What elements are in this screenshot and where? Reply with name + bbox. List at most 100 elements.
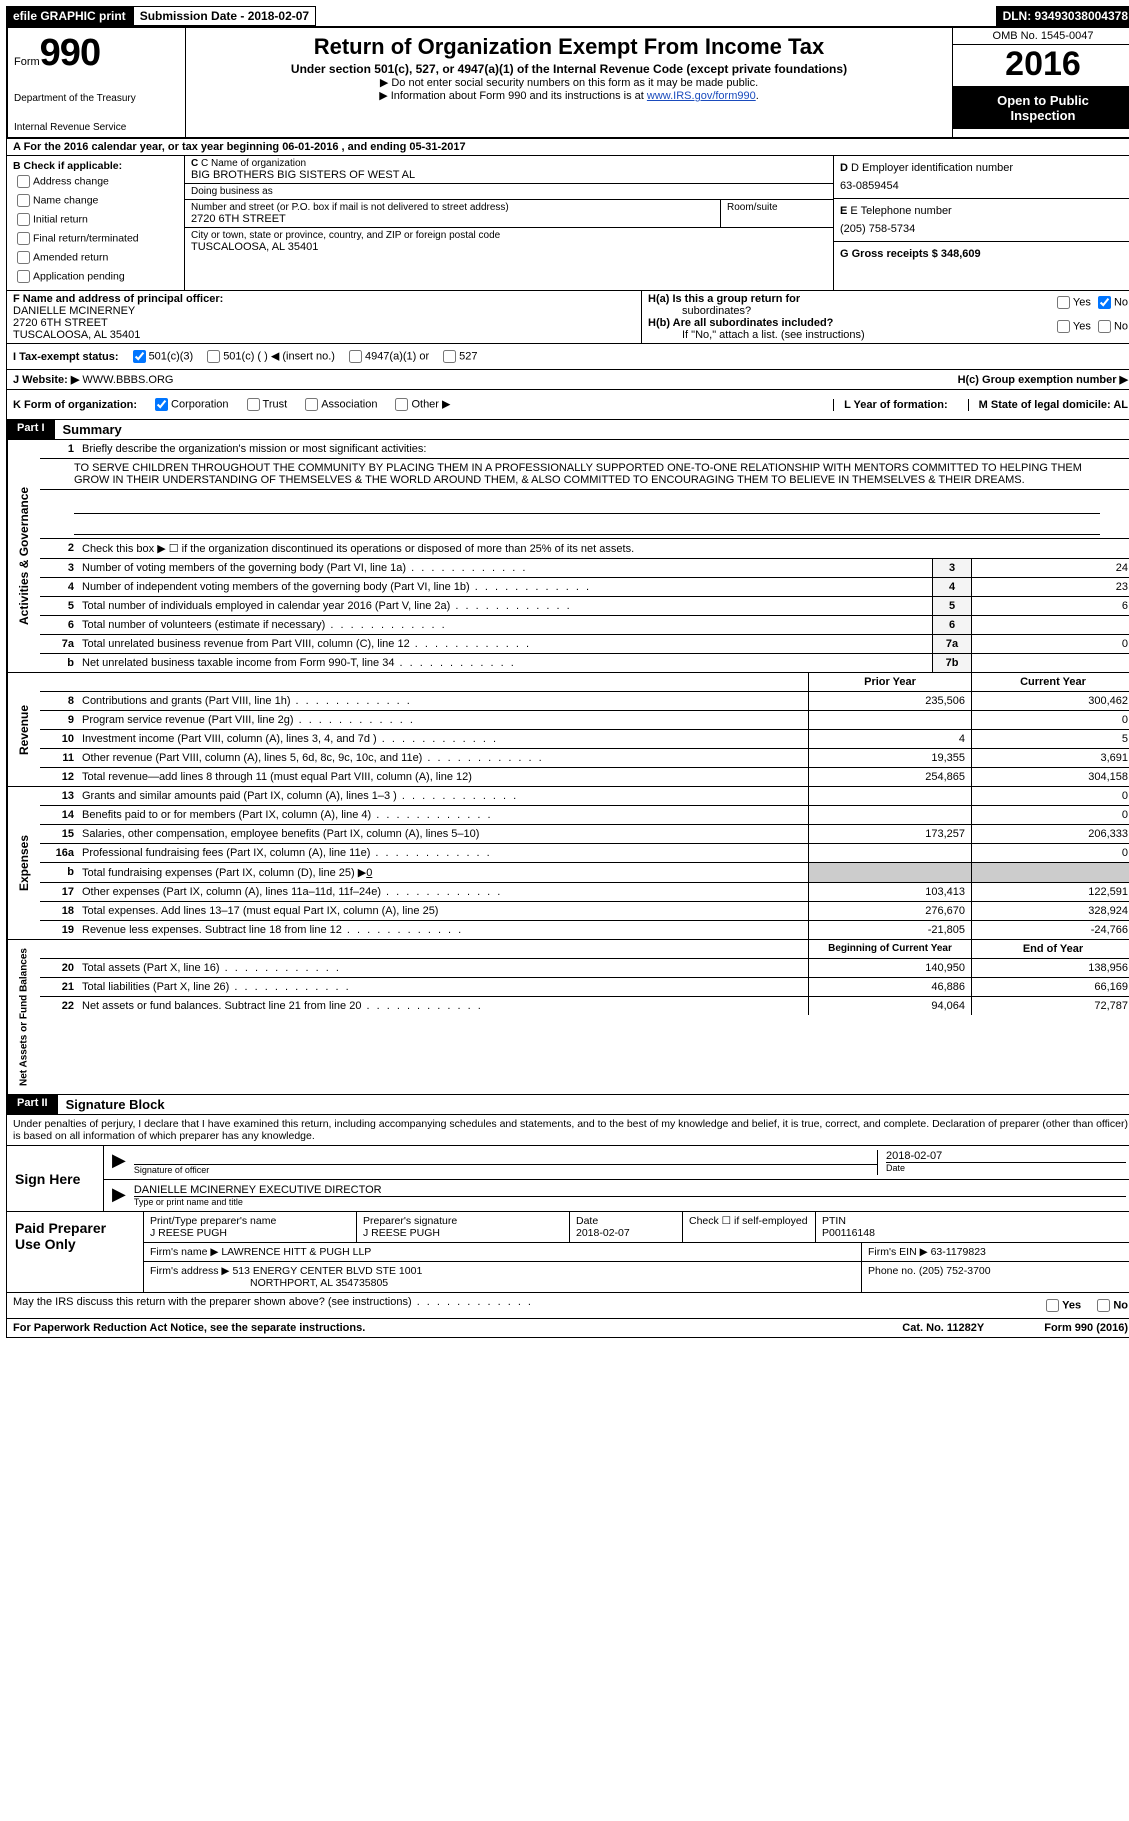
firm-ein-lbl: Firm's EIN ▶ (868, 1246, 928, 1258)
chk-527[interactable] (443, 350, 456, 363)
side-revenue: Revenue (7, 673, 40, 786)
hdr-curr: Current Year (971, 673, 1129, 691)
firm-addr2: NORTHPORT, AL 354735805 (250, 1277, 388, 1289)
l21: Total liabilities (Part X, line 26) (78, 978, 808, 996)
p14 (808, 806, 971, 824)
l8: Contributions and grants (Part VIII, lin… (78, 692, 808, 710)
l7b: Net unrelated business taxable income fr… (78, 654, 932, 672)
spacer (316, 6, 995, 26)
e-label: E E Telephone number (840, 205, 1128, 217)
dln: DLN: 93493038004378 (996, 6, 1129, 26)
ha-yes[interactable] (1057, 296, 1070, 309)
opt-pending: Application pending (13, 267, 178, 286)
form990-link[interactable]: www.IRS.gov/form990 (647, 90, 756, 102)
p13 (808, 787, 971, 805)
chk-other[interactable] (395, 398, 408, 411)
c16a: 0 (971, 844, 1129, 862)
part2-header: Part II Signature Block (6, 1095, 1129, 1115)
note-info: ▶ Information about Form 990 and its ins… (192, 89, 946, 102)
part2-title: Signature Block (58, 1095, 1129, 1114)
firm-addr-lbl: Firm's address ▶ (150, 1265, 230, 1277)
c-label: C C Name of organization (191, 158, 827, 169)
c12: 304,158 (971, 768, 1129, 786)
l7a: Total unrelated business revenue from Pa… (78, 635, 932, 653)
opt-amended: Amended return (13, 248, 178, 267)
org-name: BIG BROTHERS BIG SISTERS OF WEST AL (191, 169, 827, 181)
chk-trust[interactable] (247, 398, 260, 411)
efile-label: efile GRAPHIC print (6, 6, 133, 26)
chk-pending[interactable] (17, 270, 30, 283)
website: WWW.BBBS.ORG (82, 374, 173, 386)
ein-value: 63-0859454 (840, 180, 1128, 192)
opt-final-return: Final return/terminated (13, 229, 178, 248)
p12: 254,865 (808, 768, 971, 786)
chk-corp[interactable] (155, 398, 168, 411)
pt-date: 2018-02-07 (576, 1227, 676, 1239)
pt-name: J REESE PUGH (150, 1227, 350, 1239)
chk-address-change[interactable] (17, 175, 30, 188)
l18: Total expenses. Add lines 13–17 (must eq… (78, 902, 808, 920)
c11: 3,691 (971, 749, 1129, 767)
form-header: Form990 Department of the Treasury Inter… (6, 26, 1129, 139)
part1-header: Part I Summary (6, 420, 1129, 440)
chk-assoc[interactable] (305, 398, 318, 411)
perjury-declaration: Under penalties of perjury, I declare th… (6, 1115, 1129, 1146)
chk-4947[interactable] (349, 350, 362, 363)
side-governance: Activities & Governance (7, 440, 40, 672)
c22: 72,787 (971, 997, 1129, 1015)
hb-no[interactable] (1098, 320, 1111, 333)
pt-date-lbl: Date (576, 1215, 676, 1227)
chk-501c[interactable] (207, 350, 220, 363)
officer-name: DANIELLE MCINERNEY (13, 305, 135, 317)
sig-arrow-icon: ▶ (112, 1150, 126, 1175)
pt-sig: J REESE PUGH (363, 1227, 563, 1239)
p16a (808, 844, 971, 862)
note-ssn: ▶ Do not enter social security numbers o… (192, 76, 946, 89)
discuss-text: May the IRS discuss this return with the… (13, 1296, 533, 1315)
form-title: Return of Organization Exempt From Incom… (192, 34, 946, 60)
sign-here-label: Sign Here (7, 1146, 104, 1211)
sign-here-row: Sign Here ▶ Signature of officer 2018-02… (6, 1146, 1129, 1212)
city-value: TUSCALOOSA, AL 35401 (191, 241, 827, 253)
form-subtitle: Under section 501(c), 527, or 4947(a)(1)… (192, 62, 946, 76)
c21: 66,169 (971, 978, 1129, 996)
b-label: B Check if applicable: (13, 160, 178, 172)
c10: 5 (971, 730, 1129, 748)
part1-badge: Part I (7, 420, 55, 439)
chk-initial-return[interactable] (17, 213, 30, 226)
row-a-tax-year: A For the 2016 calendar year, or tax yea… (6, 139, 1129, 156)
firm-addr1: 513 ENERGY CENTER BLVD STE 1001 (232, 1265, 422, 1277)
p22: 94,064 (808, 997, 971, 1015)
firm-name: LAWRENCE HITT & PUGH LLP (221, 1246, 371, 1258)
chk-501c3[interactable] (133, 350, 146, 363)
chk-name-change[interactable] (17, 194, 30, 207)
mission-text: TO SERVE CHILDREN THROUGHOUT THE COMMUNI… (40, 458, 1129, 489)
discuss-no[interactable] (1097, 1299, 1110, 1312)
d-label: D D Employer identification number (840, 162, 1128, 174)
hb-yes[interactable] (1057, 320, 1070, 333)
v6 (971, 616, 1129, 634)
phone-value: (205) 758-5734 (840, 223, 1128, 235)
l15: Salaries, other compensation, employee b… (78, 825, 808, 843)
l16b: Total fundraising expenses (Part IX, col… (78, 863, 808, 882)
expenses-section: Expenses 13Grants and similar amounts pa… (6, 787, 1129, 940)
discuss-yes[interactable] (1046, 1299, 1059, 1312)
v7a: 0 (971, 635, 1129, 653)
v4: 23 (971, 578, 1129, 596)
dba-label: Doing business as (191, 186, 827, 197)
top-bar: efile GRAPHIC print Submission Date - 20… (6, 6, 1129, 26)
tax-year: 2016 (953, 45, 1129, 87)
ha-no[interactable] (1098, 296, 1111, 309)
l9: Program service revenue (Part VIII, line… (78, 711, 808, 729)
opt-name-change: Name change (13, 191, 178, 210)
chk-amended[interactable] (17, 251, 30, 264)
i-label: I Tax-exempt status: (13, 351, 119, 363)
preparer-section: Paid Preparer Use Only Print/Type prepar… (6, 1212, 1129, 1293)
chk-final-return[interactable] (17, 232, 30, 245)
l13: Grants and similar amounts paid (Part IX… (78, 787, 808, 805)
c9: 0 (971, 711, 1129, 729)
row-j: J Website: ▶ WWW.BBBS.ORG H(c) Group exe… (6, 370, 1129, 390)
addr-label: Number and street (or P.O. box if mail i… (191, 202, 714, 213)
ptin-lbl: PTIN (822, 1215, 1128, 1227)
addr-value: 2720 6TH STREET (191, 213, 714, 225)
